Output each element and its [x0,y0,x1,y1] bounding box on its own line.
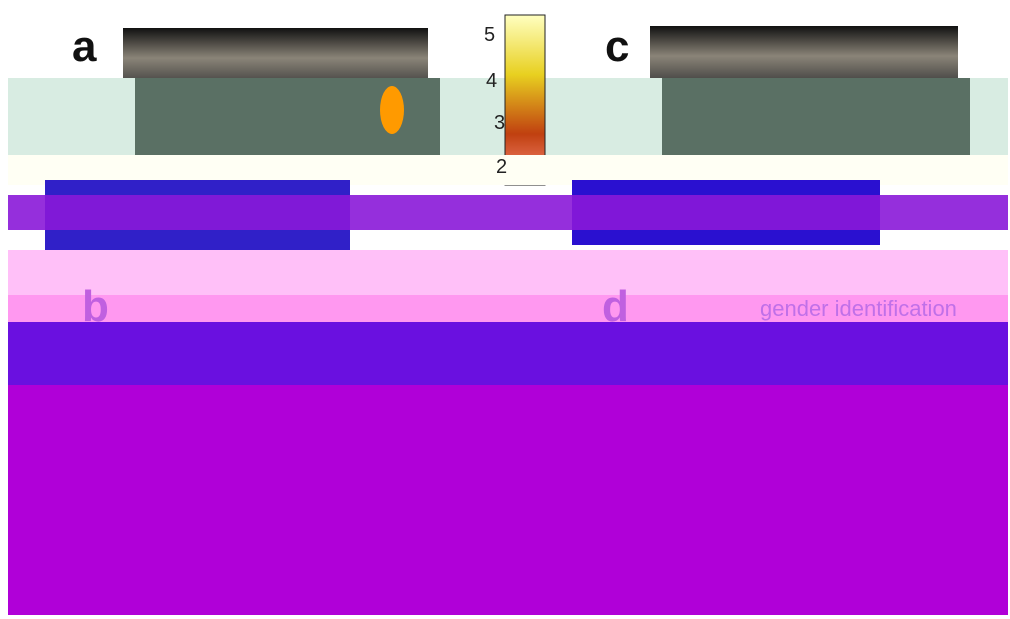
activation [380,86,404,134]
colorbar-tick: 2 [496,156,507,179]
band [8,322,1008,387]
figure-page: a b c d 5 4 3 2 gender identification [0,0,1010,619]
colorbar-tick: 4 [486,70,497,93]
panel-label: b [82,282,109,332]
band [8,250,1008,300]
brain-image [650,26,958,86]
panel-label: d [602,282,629,332]
brain-image [662,78,970,156]
colorbar-tick: 5 [484,24,495,47]
colorbar-tick: 3 [494,112,505,135]
condition-label: gender identification [760,296,957,322]
panel-label: c [605,22,629,72]
panel-label: a [72,22,96,72]
band [8,195,1008,230]
band [8,385,1008,615]
